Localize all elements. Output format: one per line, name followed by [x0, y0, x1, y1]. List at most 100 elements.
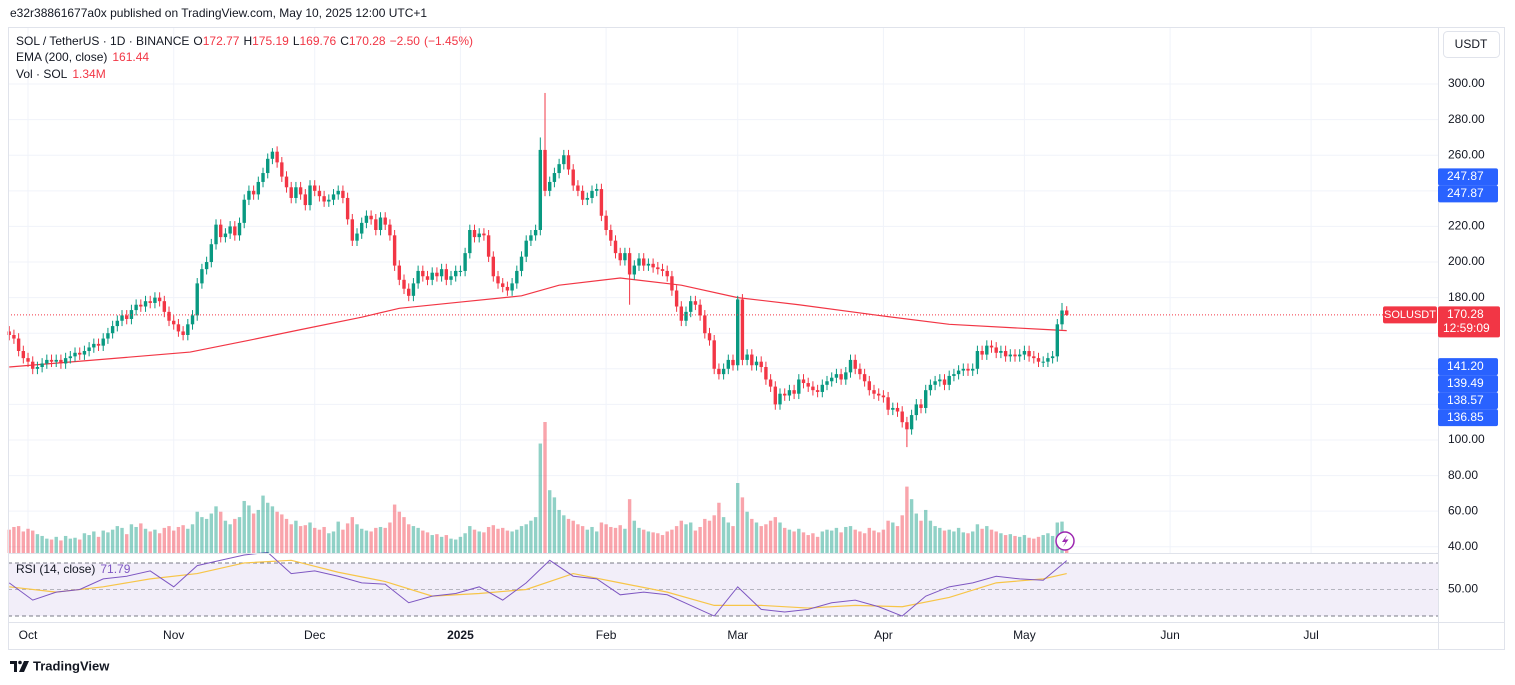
volume-bar — [416, 527, 420, 553]
candle-body — [646, 263, 651, 266]
volume-bar — [665, 531, 669, 553]
volume-bar — [712, 515, 716, 553]
legend-text: 172.77 — [203, 34, 240, 48]
volume-bar — [195, 511, 199, 553]
volume-bar — [552, 497, 557, 553]
candle-body — [73, 352, 77, 357]
volume-bar — [148, 531, 152, 553]
currency-button[interactable] — [1443, 31, 1500, 58]
volume-bar — [284, 518, 289, 553]
axis-labels: 300.00280.00260.00240.00220.00200.00180.… — [19, 76, 1500, 642]
volume-bar — [510, 531, 514, 553]
candle-body — [533, 229, 538, 236]
candle-body — [919, 404, 923, 408]
volume-bar — [736, 483, 740, 553]
volume-bar — [557, 509, 561, 553]
volume-bar — [223, 520, 228, 553]
volume-bar — [31, 530, 35, 553]
candle-body — [82, 351, 87, 355]
volume-bar — [1013, 535, 1017, 553]
candle-body — [891, 407, 895, 410]
volume-bar — [924, 509, 928, 553]
candle-body — [679, 306, 684, 321]
candle-body — [167, 311, 171, 321]
volume-bar — [1022, 535, 1027, 553]
volume-bar — [609, 526, 613, 553]
currency-label[interactable]: USDT — [1455, 37, 1488, 51]
legend-text: (−1.45%) — [424, 34, 473, 48]
legend-text: EMA (200, close) — [16, 50, 107, 64]
candle-body — [200, 269, 204, 284]
alert-icon[interactable] — [1055, 531, 1075, 551]
candle-body — [251, 190, 256, 195]
volume-bar — [740, 497, 745, 553]
volume-bar — [1018, 536, 1022, 553]
candle-body — [463, 253, 467, 271]
volume-bar — [7, 529, 11, 553]
candle-body — [374, 219, 378, 230]
candle-body — [651, 263, 655, 268]
candle-body — [214, 224, 218, 245]
volume-bar — [73, 537, 77, 553]
volume-bar — [26, 528, 30, 553]
candle-body — [233, 226, 237, 236]
candle-body — [1022, 351, 1027, 355]
candle-body — [938, 379, 942, 382]
volume-bar — [919, 520, 923, 553]
price-tag-text: 136.85 — [1447, 410, 1484, 424]
x-tick-label: Mar — [727, 628, 748, 642]
legend-text: 161.44 — [112, 50, 149, 64]
candle-body — [87, 347, 91, 352]
volume-bar — [595, 531, 599, 553]
candle-body — [745, 354, 749, 360]
candle-body — [190, 315, 195, 325]
volume-bar — [261, 495, 265, 553]
volume-bar — [134, 526, 138, 553]
volume-bar — [331, 531, 336, 553]
volume-bar — [21, 531, 26, 553]
volume-bar — [237, 517, 242, 553]
volume-bar — [538, 443, 543, 553]
volume-bar — [355, 524, 359, 553]
candle-body — [388, 224, 392, 236]
volume-bar — [115, 526, 120, 553]
volume-bar — [294, 520, 298, 553]
volume-bar — [472, 529, 477, 553]
candle-body — [49, 359, 54, 362]
volume-bar — [308, 522, 312, 553]
candle-body — [237, 222, 242, 236]
candle-body — [1018, 354, 1022, 357]
candle-body — [289, 187, 293, 198]
candle-body — [439, 269, 444, 277]
candle-body — [40, 363, 44, 368]
candle-body — [811, 386, 815, 391]
volume-bar — [454, 539, 458, 553]
volume-bar — [463, 533, 467, 553]
volume-bar — [477, 531, 481, 553]
candle-body — [21, 351, 26, 359]
volume-bar — [317, 529, 322, 553]
candle-body — [1055, 324, 1060, 357]
volume-bar — [501, 527, 505, 553]
volume-bar — [656, 533, 660, 553]
volume-bar — [435, 534, 439, 553]
x-tick-label: Jun — [1160, 628, 1179, 642]
volume-bar — [994, 531, 998, 553]
candle-body — [557, 164, 561, 174]
candle-body — [430, 272, 434, 280]
volume-bar — [82, 533, 87, 553]
candle-body — [364, 215, 369, 223]
alert-bolt[interactable] — [1062, 535, 1069, 547]
volume-bar — [157, 533, 162, 553]
y-tick-label: 220.00 — [1448, 219, 1485, 233]
candle-body — [242, 199, 246, 223]
legend-text: 71.79 — [100, 562, 130, 576]
volume-bar — [613, 527, 618, 553]
volume-bar — [820, 531, 825, 553]
volume-bar — [604, 524, 608, 553]
candle-body — [78, 352, 82, 355]
volume-bar — [1036, 536, 1041, 553]
candle-body — [407, 288, 411, 296]
y-tick-label: 80.00 — [1448, 468, 1478, 482]
